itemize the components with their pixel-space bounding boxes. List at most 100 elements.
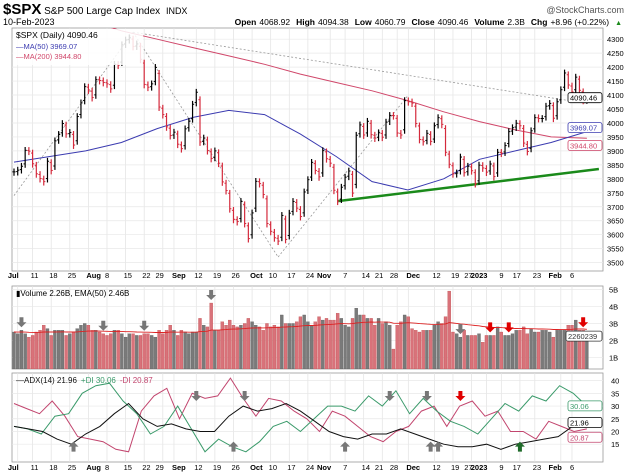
price-bar [540, 115, 544, 123]
volume-bar [228, 319, 232, 369]
volume-bar [298, 316, 303, 369]
volume-bar [157, 330, 161, 369]
volume-bar [38, 330, 42, 369]
price-bar [544, 102, 548, 121]
arrow-down-icon [485, 322, 496, 333]
volume-bar [19, 330, 24, 369]
arrow-down-icon [206, 290, 217, 301]
volume-bar [581, 330, 585, 369]
price-bar [179, 141, 183, 153]
x-tick-label: Sep [172, 271, 186, 280]
x-tick-label: 8 [105, 271, 109, 280]
price-bar [231, 206, 236, 224]
x-tick-label: Dec [406, 463, 420, 472]
ohlc-value: 4060.79 [374, 17, 406, 27]
adx-line [13, 402, 587, 450]
price-bar [391, 112, 396, 120]
x-tick-label: 12 [194, 463, 202, 472]
dotted-trendline [132, 31, 279, 258]
price-bar [146, 81, 150, 92]
volume-bar [440, 323, 444, 369]
volume-bar [529, 328, 533, 369]
volume-bar [566, 325, 570, 369]
price-bar [469, 163, 474, 175]
arrow-down-icon [191, 390, 202, 401]
volume-bar [127, 333, 131, 369]
price-bar [16, 166, 20, 176]
volume-bar [503, 335, 507, 369]
legend-dash: — [16, 376, 24, 385]
volume-bar [362, 314, 366, 369]
volume-bar [123, 336, 128, 369]
volume-bar [12, 331, 16, 369]
price-bar [220, 162, 224, 186]
price-bar [522, 125, 526, 147]
price-bar [105, 79, 109, 88]
volume-bar [295, 321, 299, 369]
x-tick-label: 25 [68, 463, 76, 472]
price-tick-label: 3950 [607, 133, 624, 142]
price-bar [429, 131, 433, 146]
price-bar [34, 161, 38, 178]
volume-bar [64, 335, 68, 369]
price-bar [577, 75, 582, 95]
price-bar [42, 175, 46, 186]
volume-plot [12, 289, 603, 369]
price-bar [276, 234, 280, 246]
price-bar [488, 160, 492, 175]
price-bar [313, 160, 317, 175]
volume-bar [306, 321, 310, 369]
price-bar [239, 198, 243, 223]
x-tick-label: 14 [362, 463, 370, 472]
price-bar [205, 136, 210, 155]
x-tick-label: 17 [287, 271, 295, 280]
volume-bar [414, 330, 418, 369]
price-bar [49, 159, 53, 175]
arrow-down-icon [98, 320, 109, 331]
price-bar [555, 98, 559, 120]
ma200-legend-text: MA(200) 3944.80 [24, 52, 82, 61]
x-tick-label: 12 [432, 463, 440, 472]
price-bar [365, 117, 369, 137]
price-bar [280, 212, 284, 242]
price-bar [499, 149, 503, 158]
legend-dash: — [16, 52, 24, 61]
price-bar [235, 216, 239, 226]
x-tick-label: 15 [124, 463, 132, 472]
price-bar [503, 142, 507, 156]
tag-box [567, 400, 603, 412]
price-bar [68, 129, 72, 138]
volume-bar [492, 335, 496, 369]
ohlc-label: Chg [530, 17, 548, 27]
price-bar [90, 87, 94, 102]
price-bar [533, 114, 537, 133]
volume-bar [317, 316, 321, 369]
price-bar [86, 83, 90, 94]
volume-bar [455, 333, 459, 369]
x-tick-label: 22 [142, 463, 150, 472]
volume-bar [75, 328, 79, 369]
plus-di-line [13, 382, 588, 453]
tag-text: 3969.07 [570, 124, 597, 133]
x-tick-label: 29 [155, 271, 163, 280]
volume-bar [436, 321, 440, 369]
volume-tick-label: 4B [609, 302, 618, 311]
price-bar [198, 96, 202, 146]
x-tick-label: Aug [86, 463, 101, 472]
volume-bar [56, 330, 61, 369]
tag-box [567, 122, 603, 134]
tag-text: 3944.80 [570, 141, 597, 150]
volume-bar [432, 325, 437, 369]
last-close-tag: 4090.46 [567, 92, 603, 104]
x-tick-label: 23 [533, 271, 541, 280]
arrow-up-icon [228, 441, 239, 452]
volume-bar [79, 325, 83, 369]
volume-bar [71, 331, 76, 369]
volume-bar [533, 331, 537, 369]
chart-date: 10-Feb-2023 [3, 17, 55, 27]
volume-bar [358, 314, 362, 369]
price-bar [209, 148, 213, 163]
volume-bar [83, 323, 87, 369]
price-bar [406, 97, 410, 106]
x-tick-label: Sep [172, 463, 186, 472]
